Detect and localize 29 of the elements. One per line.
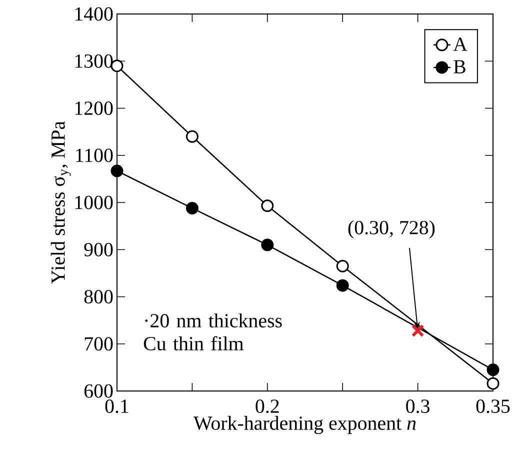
y-tick-label: 1400	[75, 7, 113, 21]
y-tick-label: 900	[84, 242, 113, 256]
x-tick-label: 0.3	[406, 400, 430, 414]
y-tick-label: 1100	[76, 148, 113, 162]
x-tick-label: 0.2	[256, 400, 279, 414]
y-axis-title: Yield stress σ$_{y}$, MPa	[50, 121, 71, 284]
annotation: ·20 nm thickness Cu thin film	[144, 313, 282, 350]
point	[411, 324, 424, 338]
y-tick-label: 700	[84, 337, 113, 351]
point	[186, 130, 198, 143]
y-tick-label: 1200	[75, 102, 113, 115]
y-tick-label: 1000	[75, 196, 113, 210]
point	[336, 279, 349, 292]
legend-label: B	[454, 60, 466, 74]
point	[261, 238, 274, 252]
legend-label: A	[453, 38, 468, 51]
point	[186, 202, 198, 214]
point	[486, 364, 500, 376]
annotation: (0.30, 728)	[348, 220, 435, 238]
x-tick-label: 0.35	[476, 400, 510, 414]
point	[336, 260, 349, 272]
point	[486, 377, 500, 390]
x-tick-label: 0.1	[105, 400, 128, 414]
y-tick-label: 1300	[75, 54, 113, 68]
x-axis-title: Work-hardening exponent n	[193, 416, 416, 434]
point	[110, 164, 124, 178]
y-tick-label: 800	[84, 290, 113, 304]
point	[261, 200, 274, 212]
y-tick-label: 600	[84, 384, 113, 398]
